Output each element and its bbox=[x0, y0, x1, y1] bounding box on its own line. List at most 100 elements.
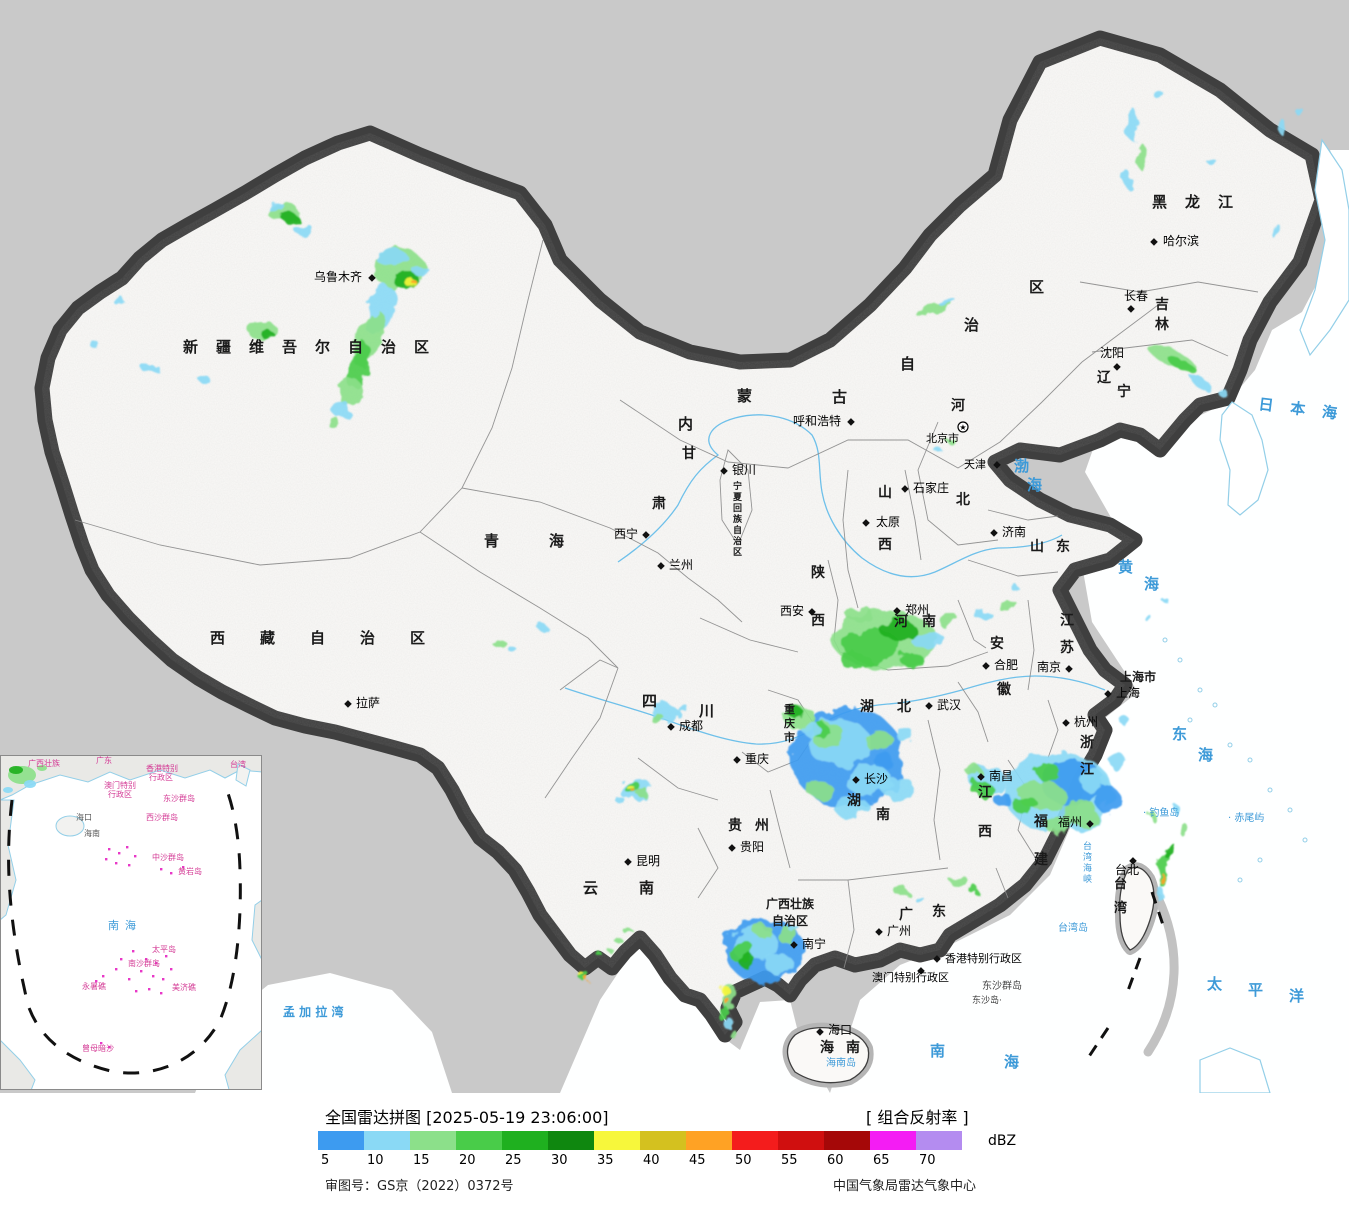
radar-echo bbox=[376, 249, 408, 267]
radar-echo bbox=[538, 625, 548, 631]
province-label: 北 bbox=[897, 699, 911, 715]
radar-echo bbox=[967, 766, 983, 778]
city-label: 南宁 bbox=[802, 936, 826, 951]
island-label: 海南岛 bbox=[826, 1056, 856, 1069]
inset-island-dot bbox=[160, 992, 163, 995]
colorbar-swatch-30 bbox=[548, 1131, 594, 1150]
radar-echo bbox=[723, 997, 729, 1003]
radar-echo bbox=[972, 782, 994, 798]
radar-echo bbox=[893, 885, 907, 895]
radar-map-panel: 黑龙江吉林辽宁内蒙古自治区新疆维吾尔自治区 西藏自治区青海甘肃宁夏回族自治区陕西山… bbox=[0, 0, 1349, 1093]
city-marker-icon: ◆ bbox=[790, 940, 798, 951]
city-label: 福州 bbox=[1058, 814, 1082, 829]
province-label: 古 bbox=[832, 388, 847, 406]
province-label: 台 bbox=[1114, 876, 1127, 892]
city-label: 西宁 bbox=[614, 526, 638, 541]
province-label: 安 bbox=[990, 635, 1004, 652]
radar-echo bbox=[674, 700, 684, 708]
colorbar-tick: 45 bbox=[689, 1153, 706, 1168]
radar-echo bbox=[731, 1032, 739, 1040]
city-marker-icon: ◆ bbox=[657, 561, 665, 572]
island-dot bbox=[1187, 717, 1193, 723]
city-label: 天津 bbox=[964, 458, 986, 471]
radar-echo bbox=[1097, 785, 1119, 815]
province-label: 苏 bbox=[1060, 639, 1074, 656]
radar-echo bbox=[1080, 771, 1108, 793]
legend-panel: 全国雷达拼图 [2025-05-19 23:06:00] [ 组合反射率 ] d… bbox=[0, 1093, 1349, 1208]
island-label: 东沙岛· bbox=[972, 994, 1002, 1006]
radar-echo bbox=[880, 619, 916, 641]
sea-label: 海 bbox=[1144, 575, 1159, 593]
radar-echo bbox=[937, 297, 955, 305]
city-marker-icon: ◆ bbox=[344, 699, 352, 710]
radar-echo bbox=[1168, 357, 1198, 375]
colorbar-swatch-25 bbox=[502, 1131, 548, 1150]
province-label: 河 bbox=[894, 613, 908, 630]
province-label: 甘 bbox=[682, 445, 696, 462]
sea-label: 东 bbox=[1172, 725, 1187, 743]
province-border bbox=[1079, 281, 1259, 293]
province-label: 山 bbox=[1030, 539, 1044, 555]
radar-echo bbox=[840, 651, 870, 669]
radar-echo bbox=[994, 793, 1012, 807]
sea-label: 平 bbox=[1248, 981, 1263, 999]
province-border bbox=[419, 531, 619, 669]
inset-label: 海口 bbox=[76, 812, 92, 822]
city-label: 济南 bbox=[1002, 524, 1026, 539]
city-label: 哈尔滨 bbox=[1163, 233, 1199, 248]
province-label: 西藏自治区 bbox=[210, 629, 460, 647]
city-marker-icon: ◆ bbox=[816, 1027, 824, 1038]
radar-echo bbox=[801, 721, 819, 735]
colorbar-tick: 5 bbox=[321, 1153, 330, 1168]
sea-label: 海 bbox=[1027, 476, 1042, 494]
province-border bbox=[917, 421, 999, 546]
province-label: 黑龙江 bbox=[1152, 193, 1251, 211]
radar-echo bbox=[1155, 886, 1163, 900]
colorbar-swatch-65 bbox=[870, 1131, 916, 1150]
city-label: 乌鲁木齐 bbox=[314, 269, 362, 284]
colorbar-tick: 70 bbox=[919, 1153, 936, 1168]
inset-island-dot bbox=[115, 862, 118, 865]
island-dot bbox=[1177, 657, 1183, 663]
province-label: 北 bbox=[956, 492, 970, 508]
colorbar-tick: 60 bbox=[827, 1153, 844, 1168]
province-borders bbox=[74, 239, 1259, 969]
radar-echo bbox=[1126, 109, 1140, 141]
province-label: 上海市 bbox=[1120, 669, 1156, 684]
radar-echo bbox=[900, 653, 924, 667]
inset-island-dot bbox=[140, 970, 143, 973]
radar-echo bbox=[1206, 156, 1214, 164]
radar-echo bbox=[330, 419, 342, 431]
province-label: 江 bbox=[1060, 612, 1074, 629]
radar-echo bbox=[112, 296, 124, 304]
inset-malay bbox=[1, 1040, 36, 1089]
inset-vietnam-coast bbox=[1, 799, 17, 920]
city-marker-icon: ◆ bbox=[720, 466, 728, 477]
radar-echo bbox=[261, 331, 275, 339]
city-marker-icon: ◆ bbox=[852, 775, 860, 786]
luzon-island bbox=[1199, 1047, 1271, 1093]
inset-label: 南海 bbox=[108, 918, 142, 932]
city-label: 长沙 bbox=[864, 772, 888, 786]
province-label: 治 bbox=[964, 316, 979, 334]
island-dot bbox=[1257, 857, 1263, 863]
radar-echo bbox=[882, 776, 914, 800]
island-label: 台湾岛 bbox=[1058, 921, 1088, 934]
province-label: 宁 bbox=[1117, 383, 1131, 400]
province-label: 州 bbox=[754, 818, 769, 834]
province-label: 区 bbox=[1029, 278, 1044, 296]
radar-echo bbox=[1159, 873, 1165, 883]
province-border bbox=[842, 469, 859, 609]
credit: 中国气象局雷达气象中心 bbox=[833, 1179, 977, 1194]
colorbar-tick: 20 bbox=[459, 1153, 476, 1168]
province-label: 重 bbox=[784, 702, 795, 716]
province-border bbox=[461, 487, 689, 579]
sea-label: 洋 bbox=[1289, 987, 1304, 1005]
colorbar-swatch-20 bbox=[456, 1131, 502, 1150]
radar-echo bbox=[949, 874, 967, 886]
colorbar-tick: 35 bbox=[597, 1153, 614, 1168]
radar-echo bbox=[1279, 120, 1287, 136]
inset-label: 南沙群岛 bbox=[128, 958, 160, 968]
city-marker-icon: ◆ bbox=[982, 661, 990, 672]
